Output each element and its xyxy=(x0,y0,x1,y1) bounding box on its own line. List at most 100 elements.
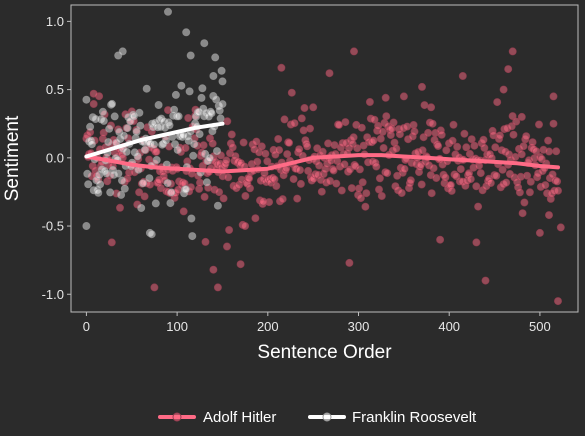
y-tick-label: -0.5 xyxy=(42,219,64,234)
series-points-1 xyxy=(82,7,227,241)
data-point xyxy=(191,112,200,121)
data-point xyxy=(341,118,350,127)
data-point xyxy=(456,165,465,174)
data-point xyxy=(362,189,371,198)
data-point xyxy=(117,190,126,199)
data-point xyxy=(181,143,190,152)
data-point xyxy=(275,146,284,155)
data-point xyxy=(554,186,563,195)
legend-item-0: Adolf Hitler xyxy=(158,409,276,426)
data-point xyxy=(332,179,341,188)
data-point xyxy=(274,134,283,143)
data-point xyxy=(99,128,108,137)
data-point xyxy=(213,283,222,292)
data-point xyxy=(381,93,390,102)
data-point xyxy=(241,191,250,200)
data-point xyxy=(359,141,368,150)
data-point xyxy=(379,143,388,152)
data-point xyxy=(123,124,132,133)
x-tick-label: 300 xyxy=(348,319,370,334)
data-point xyxy=(167,188,176,197)
x-axis: 0 100 200 300 400 500 xyxy=(83,312,551,334)
data-point xyxy=(519,142,528,151)
data-point xyxy=(472,238,481,247)
data-point xyxy=(140,192,149,201)
data-point xyxy=(151,199,160,208)
data-point xyxy=(199,141,208,150)
data-point xyxy=(82,221,91,230)
data-point xyxy=(377,191,386,200)
data-point xyxy=(541,181,550,190)
data-point xyxy=(223,117,232,126)
data-point xyxy=(152,147,161,156)
data-point xyxy=(208,139,217,148)
data-point xyxy=(270,175,279,184)
data-point xyxy=(535,120,544,129)
data-point xyxy=(293,194,302,203)
data-point xyxy=(553,177,562,186)
data-point xyxy=(517,112,526,121)
data-point xyxy=(182,28,191,37)
data-point xyxy=(518,209,527,218)
data-point xyxy=(107,238,116,247)
data-point xyxy=(263,157,272,166)
data-point xyxy=(251,214,260,223)
data-point xyxy=(480,143,489,152)
legend-label: Adolf Hitler xyxy=(203,409,276,426)
data-point xyxy=(122,147,131,156)
data-point xyxy=(96,180,105,189)
data-point xyxy=(470,141,479,150)
data-point xyxy=(161,136,170,145)
data-point xyxy=(424,128,433,137)
data-point xyxy=(410,127,419,136)
data-point xyxy=(228,143,237,152)
data-point xyxy=(119,131,128,140)
legend: Adolf Hitler Franklin Roosevelt xyxy=(158,409,477,426)
data-point xyxy=(163,106,172,115)
data-point xyxy=(225,225,234,234)
data-point xyxy=(208,127,217,136)
data-point xyxy=(280,115,289,124)
data-point xyxy=(86,122,95,131)
data-point xyxy=(436,235,445,244)
data-point xyxy=(504,65,513,74)
data-point xyxy=(89,100,98,109)
data-point xyxy=(118,47,127,56)
data-point xyxy=(329,166,338,175)
data-point xyxy=(399,92,408,101)
data-point xyxy=(82,95,91,104)
data-point xyxy=(417,82,426,91)
data-point xyxy=(177,81,186,90)
data-point xyxy=(544,136,553,145)
data-point xyxy=(449,120,458,129)
data-point xyxy=(509,130,518,139)
data-point xyxy=(349,133,358,142)
data-point xyxy=(213,201,222,210)
data-point xyxy=(374,121,383,130)
data-point xyxy=(99,116,108,125)
data-point xyxy=(114,169,123,178)
data-point xyxy=(195,130,204,139)
data-point xyxy=(171,90,180,99)
data-point xyxy=(418,146,427,155)
data-point xyxy=(149,140,158,149)
data-point xyxy=(458,72,467,81)
data-point xyxy=(369,136,378,145)
data-point xyxy=(195,178,204,187)
data-point xyxy=(434,141,443,150)
data-point xyxy=(245,184,254,193)
data-point xyxy=(185,87,194,96)
data-point xyxy=(325,69,334,78)
data-point xyxy=(209,265,218,274)
legend-key-point xyxy=(322,412,332,422)
data-point xyxy=(372,162,381,171)
data-point xyxy=(305,124,314,133)
data-point xyxy=(218,100,227,109)
data-point xyxy=(184,114,193,123)
data-point xyxy=(207,109,216,118)
data-point xyxy=(261,149,270,158)
data-point xyxy=(241,221,250,230)
data-point xyxy=(378,127,387,136)
data-point xyxy=(257,142,266,151)
data-point xyxy=(493,98,502,107)
